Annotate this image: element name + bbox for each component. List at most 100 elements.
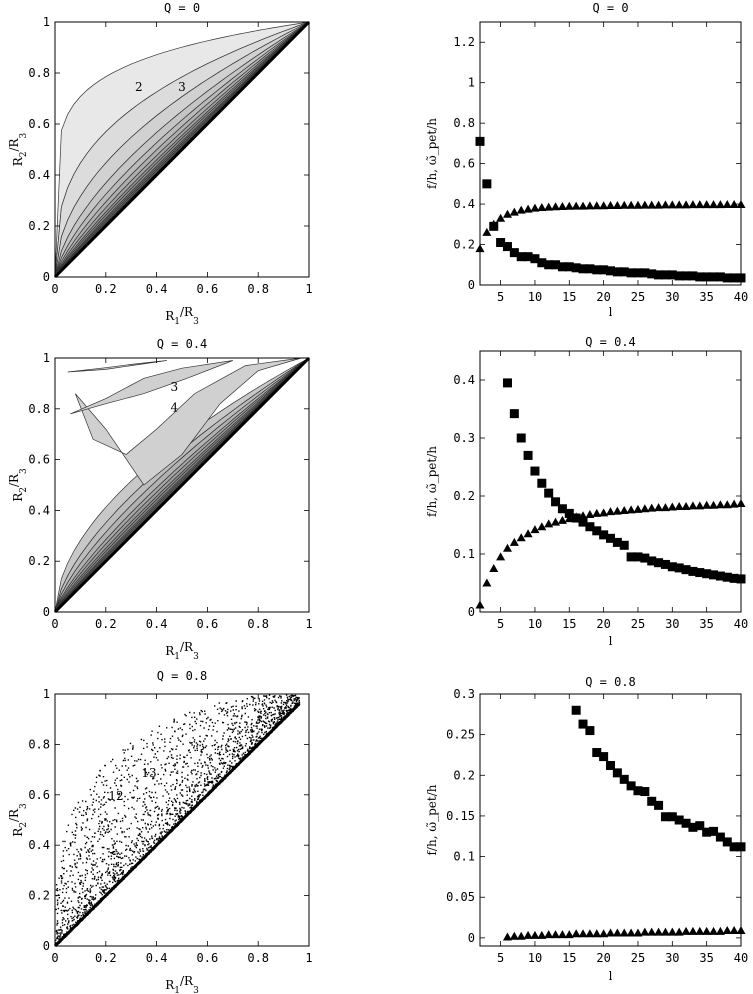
- y-tick-label: 0.8: [28, 66, 50, 80]
- triangle-point: [557, 515, 567, 524]
- y-tick-label: 0.3: [453, 431, 475, 445]
- square-point: [564, 508, 574, 518]
- upper-band: [70, 360, 233, 415]
- xlabel-sub: 1: [174, 317, 180, 327]
- square-point: [688, 271, 698, 281]
- diagonal: [53, 20, 311, 279]
- square-point: [681, 565, 691, 575]
- triangle-point: [681, 200, 691, 209]
- triangle-point: [660, 927, 670, 936]
- triangle-point: [571, 512, 581, 521]
- triangle-point: [688, 200, 698, 209]
- square-point: [695, 568, 705, 578]
- xlabel: R: [165, 309, 175, 323]
- panel-region-q0: 2 3Q = 00 0.2 0.4 0.6 0.8 100.20.40.60.81R1/R3…: [7, 1, 313, 327]
- square-point: [502, 242, 512, 252]
- triangle-point: [667, 502, 677, 511]
- square-point: [722, 837, 732, 847]
- x-tick-label: 0: [51, 951, 58, 965]
- x-axis-label: l: [609, 305, 613, 319]
- triangle-point: [640, 927, 650, 936]
- y-tick-label: 0.2: [28, 554, 50, 568]
- triangle-point: [606, 928, 615, 937]
- x-tick-label: 0.8: [247, 282, 269, 296]
- square-point: [688, 822, 698, 832]
- xlabel: R: [165, 644, 175, 658]
- square-point: [571, 263, 581, 273]
- triangle-point: [695, 200, 705, 209]
- triangle-point: [530, 525, 540, 534]
- square-point: [702, 272, 712, 282]
- upper-band: [67, 360, 167, 373]
- plot-frame: [54, 21, 310, 278]
- square-point: [599, 265, 609, 275]
- triangle-point: [578, 201, 588, 210]
- y-tick-label: 0.2: [28, 889, 50, 903]
- plot-frame: [479, 350, 742, 613]
- panel-region-q04: 34Q = 0.40 0.2 0.4 0.6 0.8 100.20.40.60.81R1/…: [7, 337, 313, 662]
- y-tick-label: 0: [43, 939, 50, 953]
- x-tick-label: 20: [596, 617, 610, 631]
- triangle-point: [626, 928, 636, 937]
- x-tick-label: 40: [734, 617, 748, 631]
- square-point: [715, 832, 725, 842]
- triangle-point: [660, 200, 670, 209]
- triangle-point: [681, 926, 691, 935]
- xlabel-den-sub: 3: [193, 986, 199, 994]
- triangle-point: [633, 504, 643, 513]
- triangle-point: [530, 203, 540, 212]
- ylabel-label: R2/R3: [7, 132, 29, 166]
- xlabel: R: [165, 978, 175, 992]
- y-tick-label: 0.1: [453, 547, 475, 561]
- triangle-point: [606, 507, 615, 516]
- ylabel-sub: 2: [19, 152, 29, 158]
- square-point: [709, 826, 719, 836]
- triangle-point: [599, 508, 609, 517]
- chart-title: Q = 0.4: [585, 335, 636, 349]
- square-point: [502, 378, 512, 388]
- x-tick-label: 1: [305, 617, 312, 631]
- square-point: [606, 533, 615, 543]
- y-tick-label: 0.4: [28, 503, 50, 517]
- square-point: [722, 572, 732, 582]
- xlabel-sub: 1: [174, 652, 180, 662]
- square-point: [715, 571, 725, 581]
- square-point: [626, 552, 636, 562]
- square-point: [509, 409, 519, 419]
- triangle-point: [612, 200, 622, 209]
- triangle-point: [509, 931, 519, 940]
- square-point: [633, 786, 643, 796]
- square-point: [551, 260, 561, 270]
- region-label: 4: [171, 400, 179, 414]
- square-point: [729, 573, 739, 583]
- square-point: [660, 559, 670, 569]
- triangle-point: [722, 500, 732, 509]
- region-label: 3: [171, 380, 179, 394]
- triangle-point: [688, 926, 698, 935]
- square-point: [674, 563, 684, 573]
- square-point: [496, 238, 506, 248]
- plot-frame: [479, 693, 742, 947]
- square-point: [722, 273, 732, 283]
- square-point: [592, 526, 602, 536]
- square-point: [681, 271, 691, 281]
- triangle-point: [544, 930, 554, 939]
- triangle-point: [516, 931, 526, 940]
- triangle-point: [537, 522, 547, 531]
- triangle-point: [619, 928, 629, 937]
- ylabel-den-sub: 3: [19, 132, 29, 138]
- square-point: [557, 262, 567, 272]
- ylabel-sub: 2: [19, 822, 29, 828]
- square-point: [530, 254, 540, 264]
- square-point: [619, 540, 629, 550]
- triangle-point: [633, 928, 643, 937]
- triangle-point: [715, 500, 725, 509]
- triangle-point: [695, 501, 705, 510]
- square-point: [571, 705, 581, 715]
- square-point: [599, 752, 609, 762]
- triangle-point: [606, 200, 615, 209]
- triangle-point: [571, 201, 581, 210]
- square-point: [516, 252, 526, 262]
- region-label: 13: [141, 766, 156, 780]
